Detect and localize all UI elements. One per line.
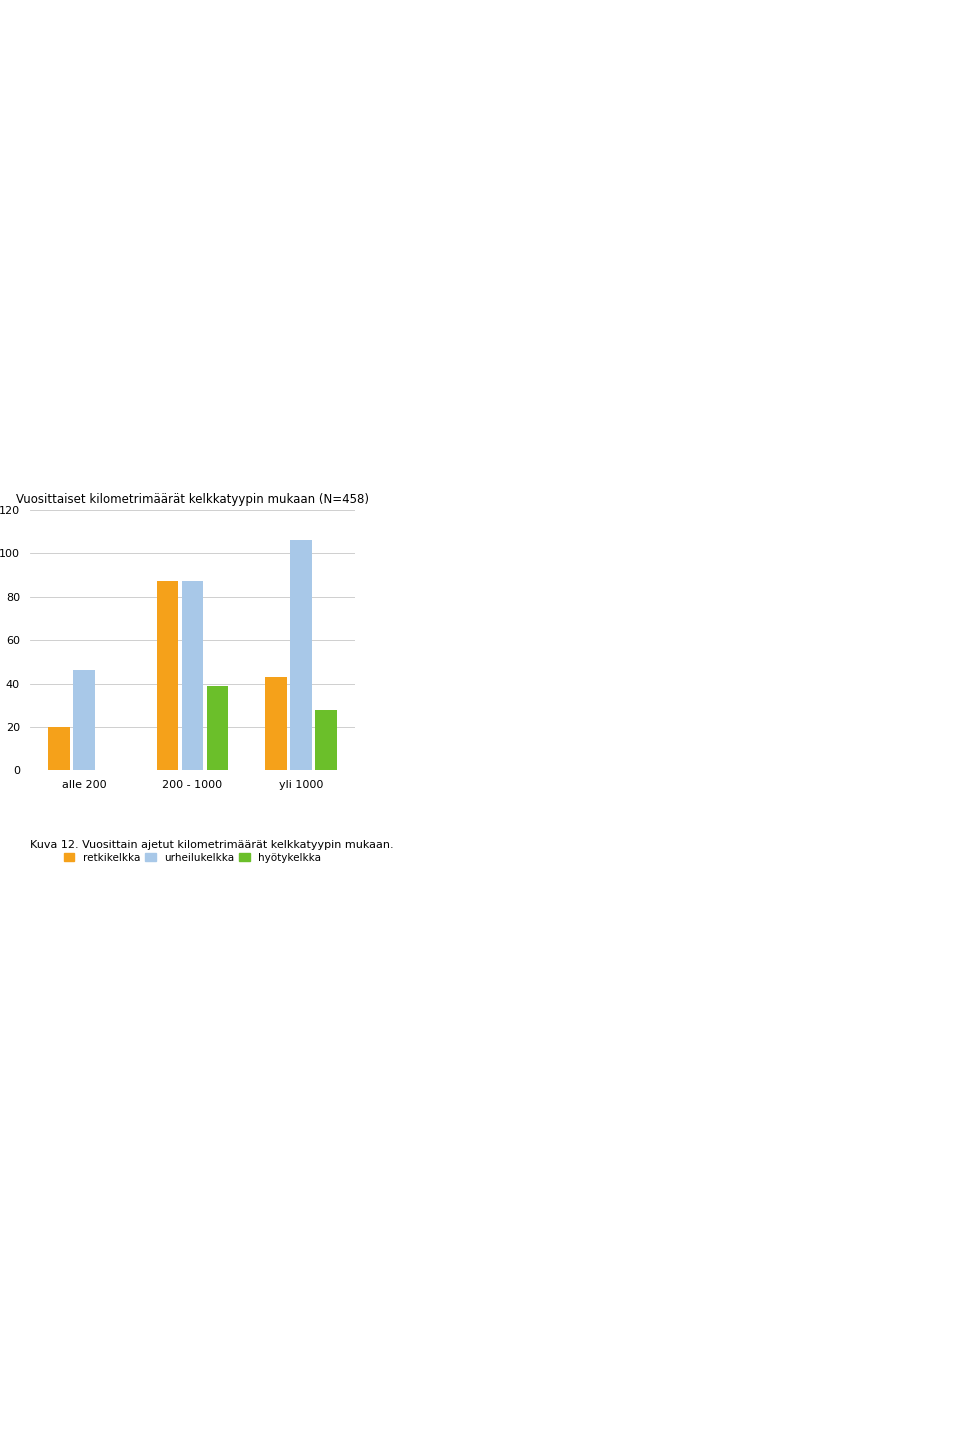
- Bar: [315, 710, 337, 770]
- Bar: [206, 685, 228, 770]
- Bar: [73, 671, 95, 770]
- Bar: [290, 540, 312, 770]
- Bar: [156, 582, 179, 770]
- Bar: [48, 727, 70, 770]
- Bar: [181, 582, 204, 770]
- Bar: [265, 677, 287, 770]
- Legend: retkikelkka, urheilukelkka, hyötykelkka: retkikelkka, urheilukelkka, hyötykelkka: [60, 848, 325, 867]
- Text: Kuva 12. Vuosittain ajetut kilometrimäärät kelkkatyypin mukaan.: Kuva 12. Vuosittain ajetut kilometrimäär…: [30, 840, 394, 850]
- Title: Vuosittaiset kilometrimäärät kelkkatyypin mukaan (N=458): Vuosittaiset kilometrimäärät kelkkatyypi…: [16, 492, 369, 505]
